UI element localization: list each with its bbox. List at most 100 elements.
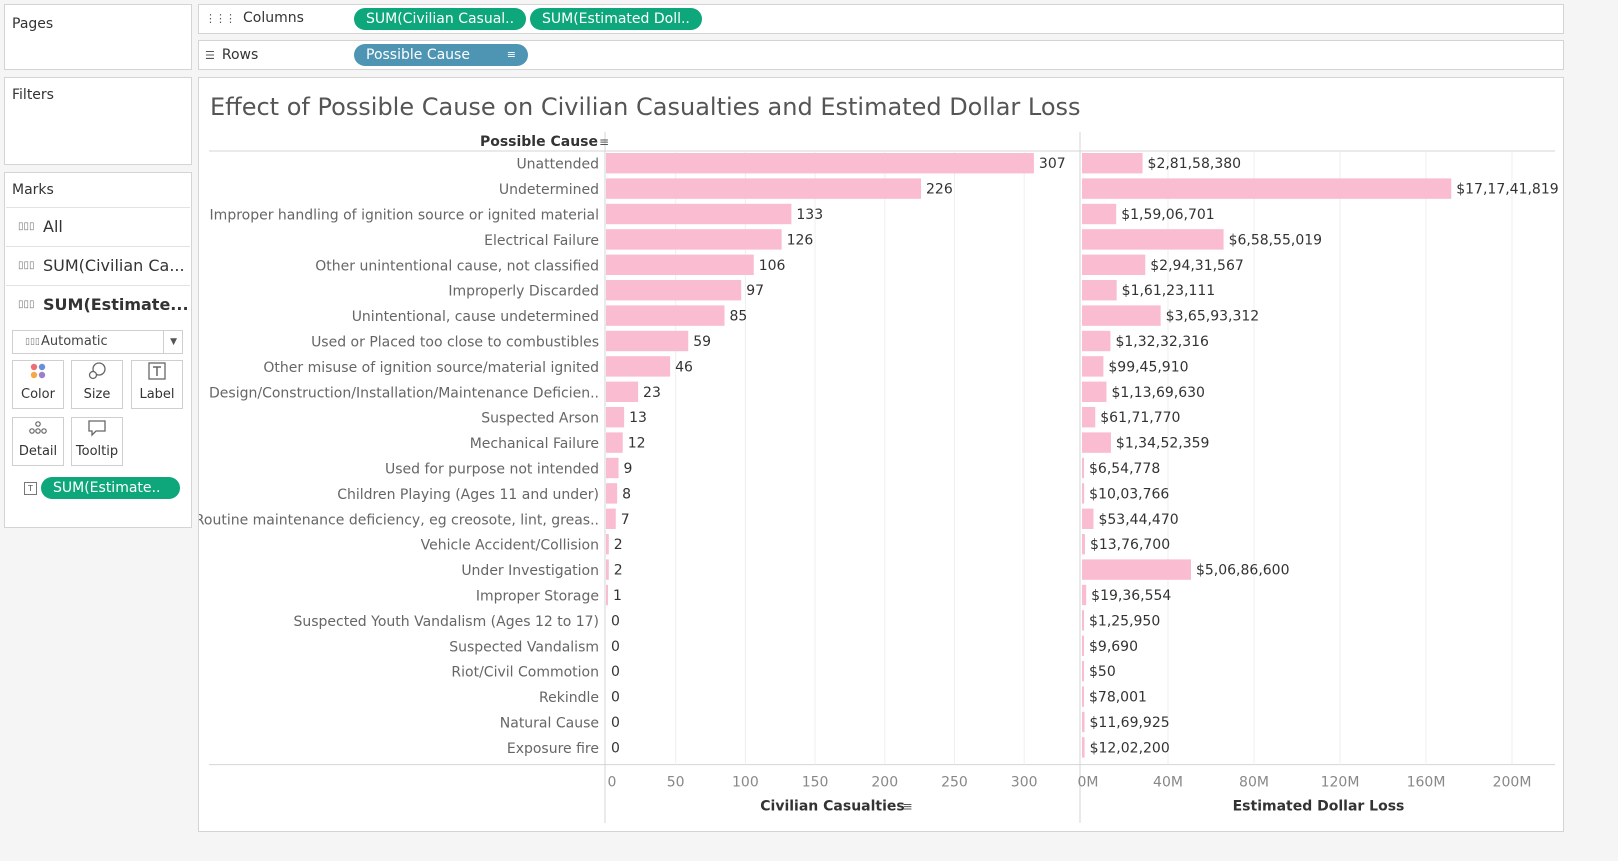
data-label: $1,25,950 <box>1089 613 1160 629</box>
tick-label: 120M <box>1321 775 1360 791</box>
data-label: $1,61,23,111 <box>1122 283 1216 299</box>
category-label: Used for purpose not intended <box>385 462 599 478</box>
marks-title: Marks <box>12 182 54 198</box>
rows-pill-possible-cause[interactable]: Possible Cause ≡ <box>354 44 528 66</box>
data-label: 46 <box>675 359 693 375</box>
marks-card-civilian[interactable]: ▯▯▯ SUM(Civilian Ca... <box>6 246 190 284</box>
marks-card: Marks ▯▯▯ All ▯▯▯ SUM(Civilian Ca... ▯▯▯… <box>4 172 192 528</box>
bar <box>1082 432 1111 453</box>
tooltip-button[interactable]: Tooltip <box>71 417 123 466</box>
data-label: 85 <box>729 309 747 325</box>
data-label: 307 <box>1039 156 1066 172</box>
bar <box>1082 381 1107 402</box>
data-label: 12 <box>628 436 646 452</box>
category-label: Undetermined <box>499 182 599 198</box>
tick-label: 80M <box>1239 775 1269 791</box>
tooltip-icon <box>72 418 122 444</box>
label-field-pill[interactable]: SUM(Estimate.. <box>41 477 180 499</box>
pages-title: Pages <box>12 16 54 32</box>
bar <box>606 584 608 606</box>
bar <box>606 153 1034 174</box>
sort-descending-icon: ≡ <box>506 48 516 61</box>
tick-label: 100 <box>732 775 759 791</box>
data-label: 226 <box>926 182 953 198</box>
data-label: $19,36,554 <box>1091 588 1171 604</box>
category-label: Unattended <box>516 157 599 173</box>
data-label: $61,71,770 <box>1100 410 1180 426</box>
rows-label: Rows <box>221 47 259 63</box>
data-label: $1,59,06,701 <box>1121 207 1215 223</box>
mark-type-dropdown[interactable]: ▯▯▯ Automatic ▼ <box>12 330 183 354</box>
data-label: $50 <box>1089 664 1116 680</box>
data-label: $99,45,910 <box>1108 359 1188 375</box>
size-button[interactable]: Size <box>71 360 123 409</box>
data-label: 8 <box>622 486 631 502</box>
category-label: Children Playing (Ages 11 and under) <box>337 487 599 503</box>
tick-label: 160M <box>1407 775 1446 791</box>
data-label: 2 <box>614 537 623 553</box>
bar <box>1082 178 1452 199</box>
label-button[interactable]: Label <box>131 360 183 409</box>
category-label: Suspected Arson <box>481 411 599 427</box>
category-label: Other misuse of ignition source/material… <box>263 360 599 376</box>
category-label: Improperly Discarded <box>448 284 599 300</box>
tick-label: 200 <box>871 775 898 791</box>
data-label: $6,54,778 <box>1089 461 1160 477</box>
filters-card[interactable]: Filters <box>4 77 192 165</box>
bar <box>1082 610 1084 631</box>
label-label: Label <box>139 387 175 402</box>
columns-shelf[interactable]: ⋮⋮⋮ Columns SUM(Civilian Casual.. SUM(Est… <box>198 4 1564 34</box>
category-label: Improper handling of ignition source or … <box>210 208 599 224</box>
data-label: $13,76,700 <box>1090 537 1170 553</box>
rows-icon: ☰ <box>205 49 215 62</box>
columns-pill-estimated[interactable]: SUM(Estimated Doll.. <box>530 8 702 30</box>
rows-shelf[interactable]: ☰ Rows Possible Cause ≡ <box>198 40 1564 70</box>
data-label: 0 <box>611 740 620 756</box>
data-label: $1,13,69,630 <box>1111 385 1205 401</box>
pages-card[interactable]: Pages <box>4 4 192 70</box>
detail-icon <box>13 418 63 444</box>
data-label: $6,58,55,019 <box>1229 232 1323 248</box>
bar <box>606 407 625 428</box>
detail-button[interactable]: Detail <box>12 417 64 466</box>
bar <box>606 508 616 529</box>
data-label: 23 <box>643 385 661 401</box>
sort-icon: ≡ <box>903 800 913 814</box>
data-label: 0 <box>611 664 620 680</box>
data-label: 9 <box>624 461 633 477</box>
data-label: 59 <box>693 334 711 350</box>
bar <box>606 330 689 352</box>
marks-card-label: SUM(Civilian Ca... <box>43 256 185 275</box>
axis-title: Civilian Casualties <box>760 799 904 815</box>
bar-chart-icon: ▯▯▯ <box>25 337 40 347</box>
label-icon <box>132 361 182 387</box>
chart-svg: Possible Cause ≡UnattendedUndeterminedImp… <box>199 132 1559 823</box>
data-label: $12,02,200 <box>1090 740 1170 756</box>
data-label: $10,03,766 <box>1089 486 1169 502</box>
text-type-icon: T <box>24 482 37 495</box>
bar-chart-icon: ▯▯▯ <box>18 260 35 271</box>
bar <box>1082 356 1104 377</box>
color-button[interactable]: Color <box>12 360 64 409</box>
bar <box>606 559 609 580</box>
bar <box>1082 559 1191 580</box>
bar <box>1082 457 1084 479</box>
category-label: Routine maintenance deficiency, eg creos… <box>199 512 599 528</box>
columns-pill-civilian[interactable]: SUM(Civilian Casual.. <box>354 8 526 30</box>
tick-label: 300 <box>1011 775 1038 791</box>
color-icon <box>13 361 63 387</box>
tick-label: 250 <box>941 775 968 791</box>
chart-title: Effect of Possible Cause on Civilian Cas… <box>210 93 1081 121</box>
data-label: $2,94,31,567 <box>1150 258 1244 274</box>
category-label: Suspected Youth Vandalism (Ages 12 to 17… <box>293 614 599 630</box>
marks-card-all[interactable]: ▯▯▯ All <box>6 207 190 245</box>
data-label: 0 <box>611 639 620 655</box>
category-label: Under Investigation <box>461 563 599 579</box>
data-label: 13 <box>629 410 647 426</box>
bar-chart-icon: ▯▯▯ <box>18 299 35 310</box>
axis-title: Estimated Dollar Loss <box>1233 799 1405 815</box>
marks-card-estimated[interactable]: ▯▯▯ SUM(Estimate... <box>6 285 190 323</box>
sort-icon: ≡ <box>599 135 609 149</box>
category-label: Exposure fire <box>507 741 599 757</box>
tick-label: 0M <box>1078 775 1099 791</box>
